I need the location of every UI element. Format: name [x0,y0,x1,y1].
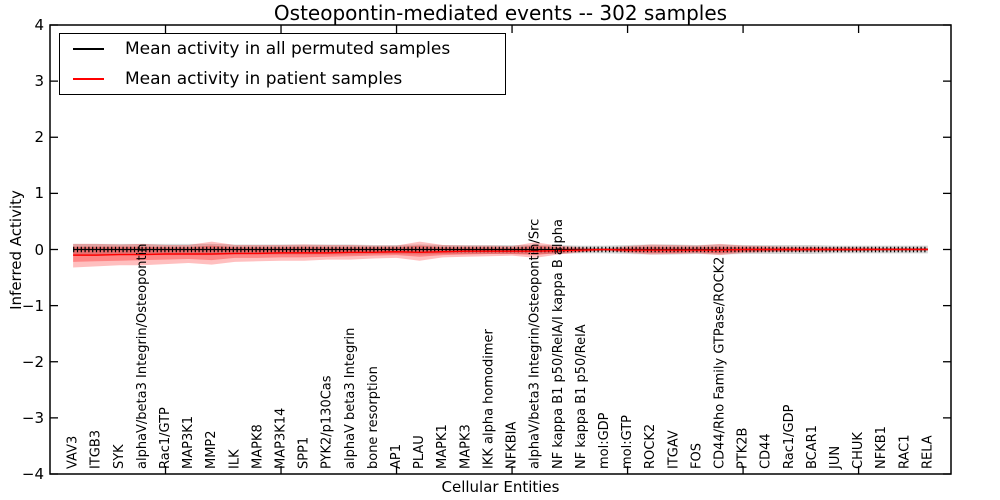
x-entity-label: JUN [828,446,843,470]
x-entity-label: Rac1/GDP [782,404,797,469]
x-entity-label: CD44/Rho Family GTPase/ROCK2 [712,257,727,469]
y-tick-label: −4 [21,465,44,483]
legend: Mean activity in all permuted samples Me… [59,33,506,95]
legend-item-patient: Mean activity in patient samples [60,65,505,94]
x-entity-label: VAV3 [66,436,81,469]
x-entity-label: SPP1 [297,437,312,469]
x-entity-label: MAPK8 [250,424,265,469]
patient-mean-line [73,248,928,256]
x-entity-label: alphaV/beta3 Integrin/Osteopontin [135,244,150,469]
x-entity-label: PYK2/p130Cas [320,375,335,469]
permuted-line-swatch [73,47,104,51]
x-entity-label: PLAU [412,435,427,469]
x-entity-label: MAPK3 [458,424,473,469]
x-entity-label: NFKBIA [505,422,520,469]
x-entity-label: ITGB3 [89,430,104,469]
x-entity-label: ROCK2 [643,424,658,469]
x-entity-label: mol:GTP [620,415,635,469]
y-tick-label: 1 [34,184,44,203]
x-entity-label: PTK2B [736,428,751,470]
legend-label-permuted: Mean activity in all permuted samples [125,39,451,59]
y-tick-label: 2 [34,128,44,147]
x-entity-label: mol:GDP [597,412,612,469]
y-tick-label: 4 [34,16,44,34]
x-entity-label: ITGAV [666,430,681,469]
y-tick-label: −2 [21,352,44,371]
x-entity-label: RAC1 [897,434,912,469]
chart-title: Osteopontin-mediated events -- 302 sampl… [273,1,728,25]
x-entity-label: bone resorption [366,366,381,469]
x-axis-label: Cellular Entities [441,478,560,496]
y-tick-label: −1 [21,296,44,315]
x-entity-label: CHUK [851,432,866,469]
x-entity-label: FOS [689,443,704,469]
x-entity-label: alphaV/beta3 Integrin/Osteopontin/Src [528,219,543,469]
y-tick-label: −3 [21,408,44,427]
y-tick-label: 3 [34,72,44,91]
x-entity-label: MAP3K14 [274,408,289,469]
x-entity-label: AP1 [389,444,404,469]
x-entity-label: alphaV beta3 Integrin [343,328,358,469]
x-entity-label: ILK [227,449,242,469]
y-tick-label: 0 [34,240,44,259]
x-entity-label: RELA [920,435,935,469]
x-entity-label: MMP2 [204,430,219,469]
x-entity-label: SYK [112,444,127,469]
x-entity-label: NF kappa B1 p50/RelA/I kappa B alpha [551,219,566,469]
x-entity-label: NF kappa B1 p50/RelA [574,324,589,469]
x-entity-label: MAP3K1 [181,416,196,469]
x-entity-label: CD44 [759,433,774,469]
patient-line-swatch [73,77,104,81]
legend-item-permuted: Mean activity in all permuted samples [60,35,505,64]
x-entity-label: NFKB1 [874,426,889,469]
x-entity-label: Rac1/GTP [158,407,173,469]
x-entity-label: IKK alpha homodimer [481,328,496,469]
legend-label-patient: Mean activity in patient samples [125,69,403,89]
x-entity-label: BCAR1 [805,425,820,469]
x-entity-label: MAPK1 [435,424,450,469]
